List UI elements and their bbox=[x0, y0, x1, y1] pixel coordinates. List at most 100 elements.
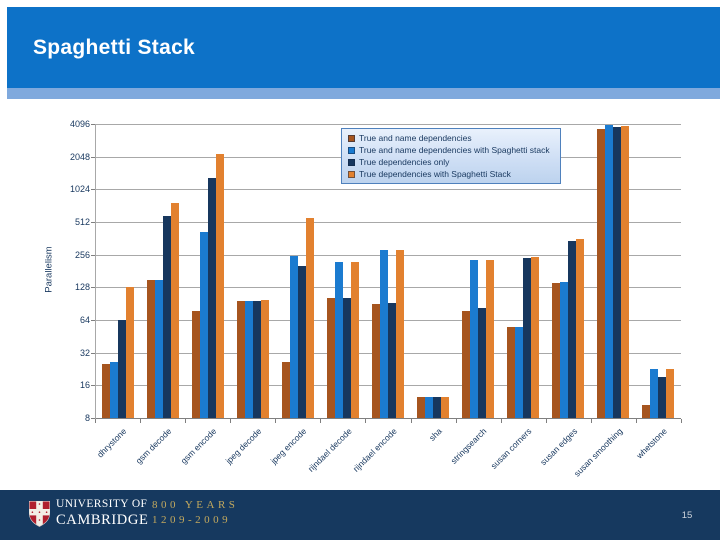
chart-bar bbox=[350, 261, 359, 418]
x-tick-mark bbox=[95, 419, 96, 423]
chart-bar bbox=[297, 266, 306, 418]
chart-bar bbox=[597, 128, 606, 418]
slide-footer: UNIVERSITY OF CAMBRIDGE 800 YEARS 1209-2… bbox=[0, 490, 720, 540]
chart-bar bbox=[642, 405, 651, 418]
chart-bar bbox=[433, 396, 442, 418]
x-category-label: dhrystone bbox=[94, 426, 129, 460]
chart-bar bbox=[507, 327, 516, 418]
y-tick-mark bbox=[91, 385, 95, 387]
chart-bar bbox=[191, 311, 200, 418]
y-tick-mark bbox=[91, 189, 95, 191]
chart-bar bbox=[621, 126, 630, 418]
legend-swatch-icon bbox=[348, 158, 355, 166]
chart-bar bbox=[305, 217, 314, 418]
chart-bar bbox=[236, 301, 245, 418]
y-tick-label: 16 bbox=[79, 380, 90, 391]
x-tick-mark bbox=[635, 419, 637, 423]
chart-bar bbox=[334, 261, 343, 418]
chart-bar bbox=[658, 377, 667, 418]
y-tick-label: 32 bbox=[79, 347, 90, 358]
chart-bar bbox=[486, 259, 495, 418]
chart-bar bbox=[605, 125, 614, 418]
x-tick-mark bbox=[230, 419, 232, 423]
legend-item: True and name dependencies bbox=[348, 132, 555, 144]
chart-bar bbox=[470, 259, 479, 418]
chart-bar bbox=[523, 257, 532, 418]
chart-bar bbox=[154, 279, 163, 418]
x-category-label: jpeg encode bbox=[268, 426, 309, 466]
chart-bar bbox=[441, 396, 450, 418]
y-tick-mark bbox=[91, 156, 95, 158]
chart-bar bbox=[215, 154, 224, 418]
x-category-label: whetstone bbox=[634, 426, 670, 461]
x-tick-mark bbox=[681, 419, 682, 423]
x-category-label: susan corners bbox=[489, 426, 534, 471]
legend-label: True and name dependencies bbox=[359, 133, 472, 143]
chart-bar bbox=[613, 127, 622, 418]
chart-bar bbox=[380, 249, 388, 418]
chart-bar bbox=[260, 300, 269, 418]
chart-bar bbox=[425, 396, 434, 418]
gridline bbox=[95, 222, 681, 223]
chart-bar bbox=[531, 256, 540, 418]
page-title: Spaghetti Stack bbox=[33, 35, 196, 59]
gridline bbox=[95, 124, 681, 125]
gridline bbox=[95, 418, 681, 419]
chart-bar bbox=[478, 307, 487, 418]
chart-bar bbox=[289, 255, 298, 418]
chart-legend: True and name dependencies True and name … bbox=[341, 128, 561, 184]
chart-bar bbox=[207, 178, 216, 418]
years-line1: 800 YEARS bbox=[152, 499, 239, 511]
legend-label: True dependencies only bbox=[359, 157, 450, 167]
university-line1: UNIVERSITY OF bbox=[56, 498, 148, 510]
chart-bar bbox=[244, 301, 253, 418]
university-line2: CAMBRIDGE bbox=[56, 511, 149, 528]
chart-bar bbox=[552, 283, 561, 418]
chart-bar bbox=[515, 327, 524, 418]
chart-bar bbox=[109, 362, 118, 418]
legend-swatch-icon bbox=[348, 134, 355, 142]
legend-swatch-icon bbox=[348, 146, 355, 154]
y-axis-line bbox=[95, 124, 96, 419]
chart-bar bbox=[560, 282, 569, 418]
chart-bar bbox=[388, 302, 396, 418]
chart-bar bbox=[666, 369, 675, 418]
slide-header: Spaghetti Stack bbox=[7, 7, 720, 88]
y-tick-mark bbox=[91, 287, 95, 289]
x-tick-mark bbox=[545, 419, 547, 423]
y-tick-label: 2048 bbox=[69, 151, 90, 162]
legend-label: True dependencies with Spaghetti Stack bbox=[359, 169, 511, 179]
y-tick-label: 1024 bbox=[69, 184, 90, 195]
y-tick-mark bbox=[91, 352, 95, 354]
slide-page-number: 15 bbox=[681, 510, 693, 521]
y-tick-label: 64 bbox=[79, 315, 90, 325]
chart-bar bbox=[117, 320, 126, 418]
x-tick-mark bbox=[140, 419, 142, 423]
y-tick-mark bbox=[91, 124, 95, 125]
chart-bar bbox=[576, 239, 585, 418]
x-tick-mark bbox=[275, 419, 277, 423]
chart-bar bbox=[462, 310, 471, 418]
anniversary-text: 800 YEARS 1209-2009 bbox=[152, 500, 238, 526]
x-tick-mark bbox=[410, 419, 412, 423]
y-tick-label: 8 bbox=[84, 413, 90, 423]
x-category-label: susan edges bbox=[537, 426, 579, 468]
x-category-label: gsm encode bbox=[178, 426, 219, 466]
legend-item: True dependencies only bbox=[348, 156, 555, 168]
x-category-label: jpeg decode bbox=[223, 426, 264, 466]
y-tick-label: 4096 bbox=[69, 119, 90, 129]
chart-bar bbox=[101, 364, 110, 418]
x-category-label: rijndael encode bbox=[350, 426, 399, 474]
chart-bar bbox=[650, 369, 659, 418]
x-tick-mark bbox=[365, 419, 367, 423]
x-category-label: susan smoothing bbox=[571, 426, 625, 479]
y-tick-label: 256 bbox=[74, 249, 90, 260]
gridline bbox=[95, 189, 681, 191]
legend-item: True dependencies with Spaghetti Stack bbox=[348, 168, 555, 180]
chart-bar bbox=[281, 362, 290, 418]
years-line2: 1209-2009 bbox=[152, 514, 232, 526]
legend-item: True and name dependencies with Spaghett… bbox=[348, 144, 555, 156]
x-category-label: gsm decode bbox=[133, 426, 174, 466]
chart-bar bbox=[372, 303, 380, 418]
